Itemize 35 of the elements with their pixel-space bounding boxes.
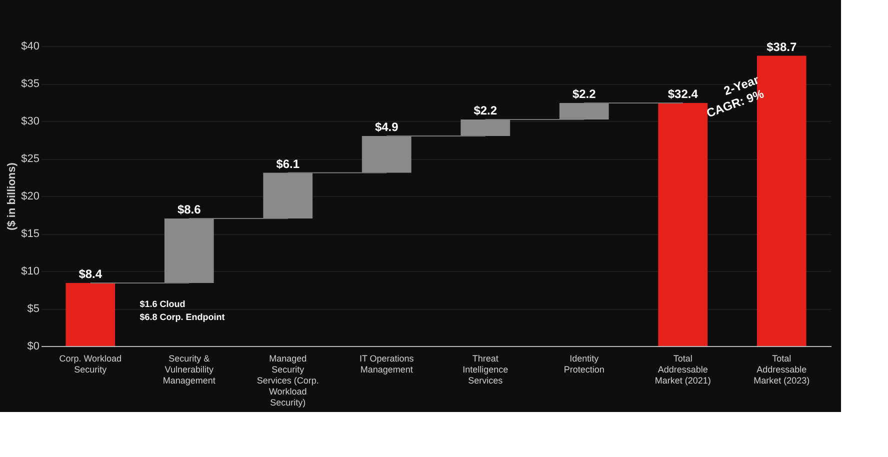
bar — [559, 103, 609, 120]
data-label: $2.2 — [572, 87, 596, 101]
y-tick-label: $5 — [27, 303, 40, 315]
bar — [66, 283, 116, 346]
bar — [362, 136, 412, 173]
x-tick-label: Corp. Workload Security — [59, 354, 122, 374]
y-tick-label: $35 — [21, 78, 40, 90]
y-tick-label: $10 — [21, 266, 40, 278]
y-axis-title: ($ in billions) — [6, 162, 18, 230]
data-label: $8.4 — [78, 267, 102, 281]
x-tick-label: Security & Vulnerability Management — [162, 354, 216, 386]
data-label: $8.6 — [177, 202, 202, 216]
x-tick-label: Total Addressable Market (2023) — [754, 354, 810, 386]
x-tick-label: Total Addressable Market (2021) — [654, 354, 711, 386]
y-tick-label: $30 — [21, 116, 40, 128]
x-tick-label: Identity Protection — [564, 354, 604, 374]
data-label: $32.4 — [668, 87, 698, 101]
annotation: 2-Year CAGR: 9% — [704, 72, 766, 120]
x-tick-label: Threat Intelligence Services — [462, 354, 508, 386]
annotation: $1.6 Cloud $6.8 Corp. Endpoint — [140, 299, 225, 322]
bar — [263, 172, 313, 218]
data-label: $6.1 — [276, 156, 300, 171]
y-tick-label: $0 — [27, 340, 40, 352]
data-label: $2.2 — [474, 104, 498, 118]
bar — [658, 103, 708, 346]
bar — [460, 120, 510, 136]
y-tick-label: $25 — [21, 153, 40, 165]
bar — [164, 218, 214, 283]
y-tick-label: $20 — [21, 190, 40, 202]
x-tick-label: IT Operations Management — [359, 354, 414, 374]
x-tick-label: Managed Security Services (Corp. Workload Security) — [256, 354, 319, 408]
data-label: $38.7 — [766, 40, 797, 54]
y-tick-label: $15 — [21, 228, 40, 240]
y-tick-label: $40 — [21, 40, 40, 52]
data-label: $4.9 — [374, 120, 399, 134]
